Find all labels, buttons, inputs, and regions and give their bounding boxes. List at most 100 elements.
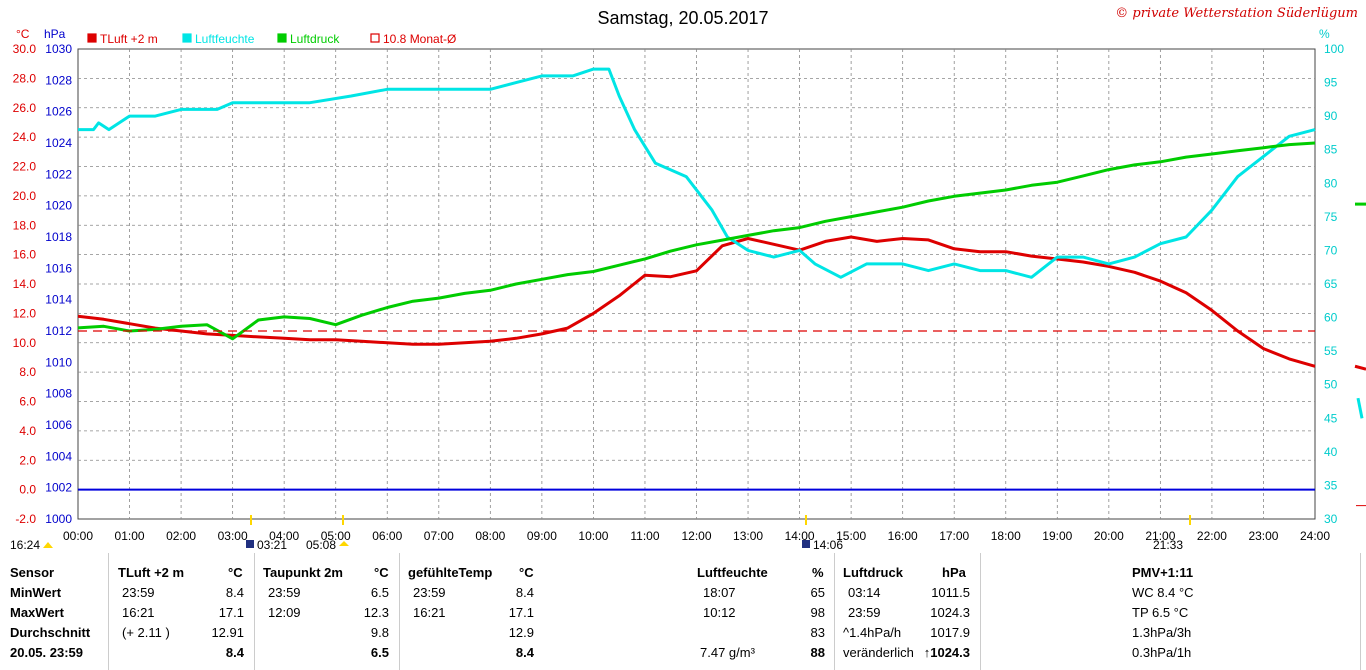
sun-icon: [339, 541, 349, 546]
humidity-tick-label: 95: [1324, 76, 1338, 90]
summary-table: Sensor MinWert MaxWert Durchschnitt 20.0…: [0, 553, 1366, 670]
x-tick-label: 21:00: [1145, 529, 1175, 543]
x-tick-label: 16:00: [888, 529, 918, 543]
gefuehlt-min-time: 23:59: [413, 585, 446, 600]
pressure-tick-label: 1006: [45, 418, 72, 432]
x-tick-label: 05:00: [321, 529, 351, 543]
legend-swatch: [182, 33, 192, 43]
temp-axis-unit: °C: [16, 27, 30, 41]
humidity-tick-label: 75: [1324, 210, 1338, 224]
pmv-pressure-1h: 0.3hPa/1h: [1132, 645, 1192, 660]
taupunkt-current-value: 6.5: [370, 645, 389, 660]
temp-tick-label: 20.0: [13, 189, 37, 203]
table-divider: [254, 553, 255, 670]
tluft-max-value: 17.1: [218, 605, 244, 620]
x-tick-label: 18:00: [991, 529, 1021, 543]
x-tick-label: 11:00: [630, 529, 659, 543]
x-tick-label: 03:00: [218, 529, 248, 543]
sun-event-time-label: 05:08: [306, 538, 336, 552]
row-header-sensor: Sensor: [10, 565, 55, 580]
x-tick-label: 02:00: [166, 529, 196, 543]
legend-label: TLuft +2 m: [100, 32, 158, 46]
taupunkt-max-value: 12.3: [363, 605, 389, 620]
series-line: [78, 67, 1316, 279]
druck-min-time: 03:14: [848, 585, 881, 600]
series-line: [77, 141, 1316, 341]
x-tick-label: 12:00: [681, 529, 711, 543]
feuchte-current-value: 88: [810, 645, 825, 660]
series-line: [77, 235, 1316, 368]
tluft-unit: °C: [228, 565, 243, 580]
humidity-tick-label: 40: [1324, 445, 1338, 459]
legend-swatch: [87, 33, 97, 43]
pmv-pressure-3h: 1.3hPa/3h: [1132, 625, 1192, 640]
druck-max-time: 23:59: [848, 605, 881, 620]
humidity-tick-label: 65: [1324, 277, 1338, 291]
x-tick-label: 20:00: [1094, 529, 1124, 543]
druck-trend-rate: ^1.4hPa/h: [843, 625, 902, 640]
druck-min-value: 1011.5: [931, 585, 970, 600]
taupunkt-unit: °C: [374, 565, 389, 580]
druck-current-value: ↑1024.3: [923, 645, 970, 660]
row-header-avg: Durchschnitt: [10, 625, 91, 640]
gefuehlt-title: gefühlteTemp: [408, 565, 493, 580]
temp-tick-label: 2.0: [19, 453, 36, 467]
pressure-tick-label: 1020: [45, 199, 72, 213]
pressure-tick-label: 1012: [45, 324, 72, 338]
x-tick-label: 01:00: [115, 529, 145, 543]
x-tick-label: 23:00: [1248, 529, 1278, 543]
pmv-windchill: WC 8.4 °C: [1132, 585, 1194, 600]
pressure-tick-label: 1026: [45, 105, 72, 119]
x-tick-label: 19:00: [1042, 529, 1072, 543]
legend-swatch: [277, 33, 287, 43]
x-tick-label: 15:00: [836, 529, 866, 543]
gefuehlt-max-time: 16:21: [413, 605, 446, 620]
pmv-dewpoint: TP 6.5 °C: [1132, 605, 1189, 620]
pmv-title: PMV+1:11: [1132, 565, 1194, 580]
temp-tick-label: 4.0: [19, 424, 36, 438]
current-temp-marker: [1354, 364, 1366, 371]
humidity-tick-label: 30: [1324, 512, 1338, 526]
pressure-axis-unit: hPa: [44, 27, 66, 41]
moonset-time-label: 14:06: [813, 538, 843, 552]
legend-label: Luftdruck: [290, 32, 340, 46]
humidity-tick-label: 55: [1324, 344, 1338, 358]
pressure-tick-label: 1000: [45, 512, 72, 526]
tluft-avg-value: 12.91: [211, 625, 244, 640]
temp-tick-label: 12.0: [13, 306, 37, 320]
legend-label: Luftfeuchte: [195, 32, 255, 46]
feuchte-min-time: 18:07: [703, 585, 736, 600]
x-tick-label: 07:00: [424, 529, 454, 543]
table-divider: [108, 553, 109, 670]
taupunkt-avg-value: 9.8: [370, 625, 389, 640]
humidity-tick-label: 35: [1324, 478, 1338, 492]
gefuehlt-current-value: 8.4: [515, 645, 534, 660]
druck-tendency: veränderlich: [843, 645, 914, 660]
tluft-min-value: 8.4: [225, 585, 244, 600]
x-tick-label: 24:00: [1300, 529, 1330, 543]
x-tick-label: 09:00: [527, 529, 557, 543]
tluft-avg-note: (+ 2.11 ): [122, 625, 170, 640]
humidity-axis-unit: %: [1319, 27, 1330, 41]
humidity-tick-label: 90: [1324, 109, 1338, 123]
druck-unit: hPa: [942, 565, 966, 580]
sunrise-icon: [43, 542, 53, 548]
x-tick-label: 13:00: [733, 529, 763, 543]
humidity-tick-label: 80: [1324, 176, 1338, 190]
feuchte-unit: %: [812, 565, 824, 580]
tluft-max-time: 16:21: [122, 605, 155, 620]
humidity-tick-label: 50: [1324, 378, 1338, 392]
temp-tick-label: 26.0: [13, 101, 37, 115]
legend-swatch: [370, 33, 380, 43]
gefuehlt-max-value: 17.1: [508, 605, 534, 620]
humidity-tick-label: 60: [1324, 311, 1338, 325]
temp-tick-label: -2.0: [15, 512, 36, 526]
current-humidity-marker: [1356, 397, 1364, 419]
legend-label: 10.8 Monat-Ø: [383, 32, 456, 46]
pressure-tick-label: 1022: [45, 167, 72, 181]
chart-title: Samstag, 20.05.2017: [597, 8, 768, 28]
taupunkt-title: Taupunkt 2m: [263, 565, 343, 580]
row-header-max: MaxWert: [10, 605, 64, 620]
pressure-tick-label: 1014: [45, 293, 72, 307]
tluft-title: TLuft +2 m: [118, 565, 185, 580]
